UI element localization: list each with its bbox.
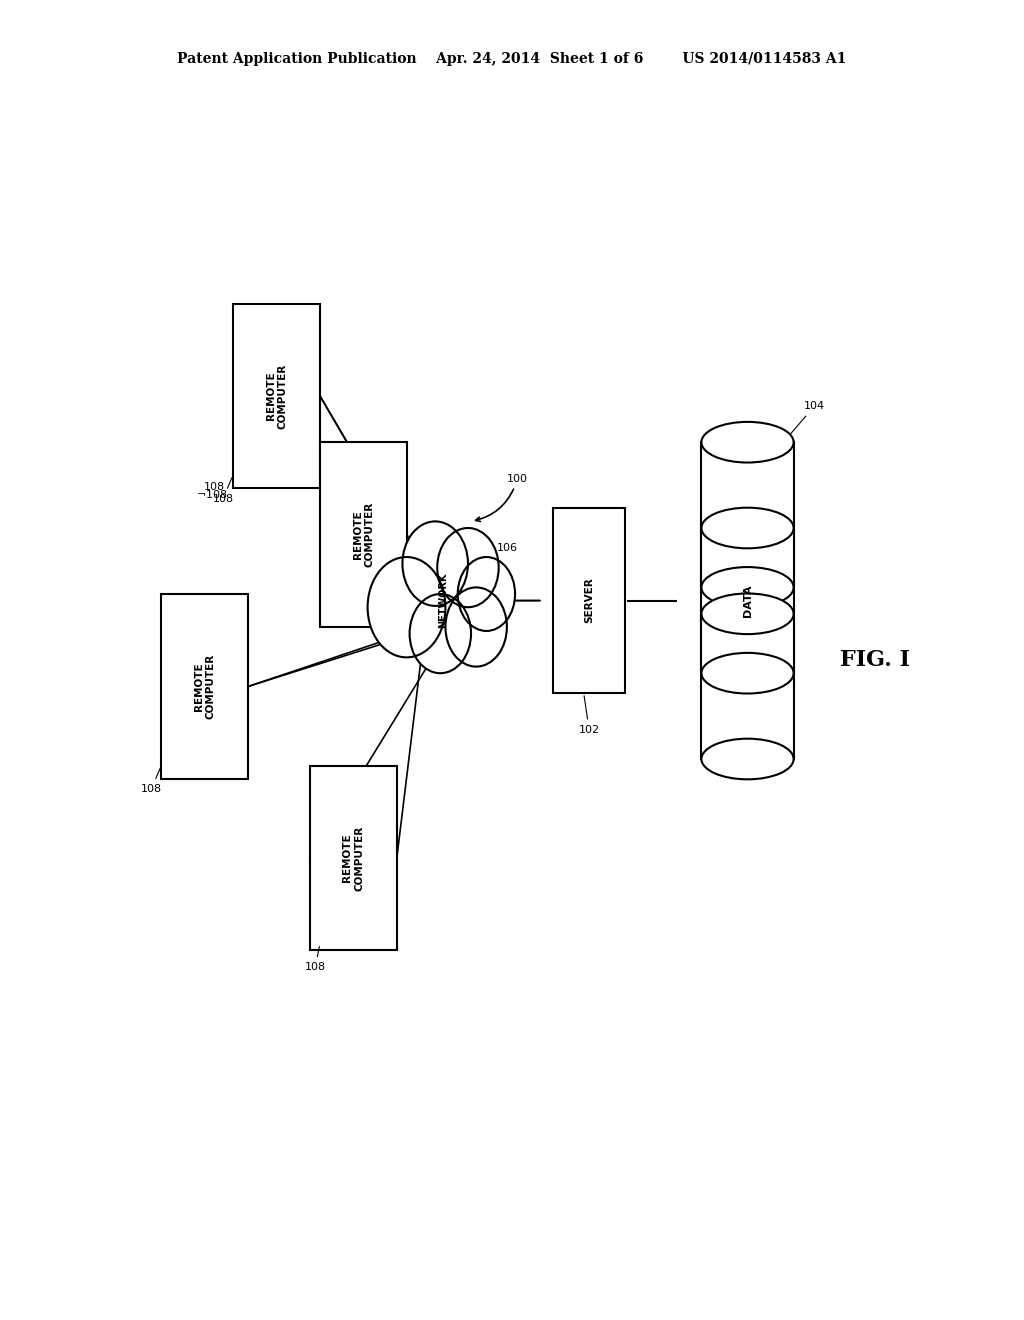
Text: 108: 108	[305, 946, 326, 973]
Text: REMOTE
COMPUTER: REMOTE COMPUTER	[342, 825, 365, 891]
Text: REMOTE
COMPUTER: REMOTE COMPUTER	[265, 363, 288, 429]
Text: 104: 104	[785, 401, 825, 440]
Ellipse shape	[701, 422, 794, 462]
Circle shape	[368, 557, 445, 657]
Text: 108: 108	[140, 768, 162, 795]
Ellipse shape	[701, 653, 794, 693]
Text: FIG. I: FIG. I	[840, 649, 909, 671]
Text: NETWORK: NETWORK	[438, 573, 449, 628]
FancyBboxPatch shape	[162, 594, 248, 779]
Circle shape	[402, 521, 468, 606]
Text: SERVER: SERVER	[584, 578, 594, 623]
Circle shape	[410, 594, 471, 673]
FancyBboxPatch shape	[309, 766, 397, 950]
Ellipse shape	[701, 594, 794, 634]
FancyBboxPatch shape	[553, 508, 625, 693]
Ellipse shape	[701, 508, 794, 548]
Ellipse shape	[701, 739, 794, 779]
Circle shape	[437, 528, 499, 607]
Bar	[701, 614, 794, 759]
Circle shape	[458, 557, 515, 631]
Text: REMOTE
COMPUTER: REMOTE COMPUTER	[352, 502, 375, 568]
Text: 108: 108	[213, 478, 233, 504]
Text: DATA: DATA	[742, 585, 753, 616]
Text: 108: 108	[204, 482, 225, 492]
Text: 108: 108	[399, 615, 433, 643]
Text: 102: 102	[579, 696, 600, 735]
Text: REMOTE
COMPUTER: REMOTE COMPUTER	[194, 653, 216, 719]
Ellipse shape	[701, 568, 794, 607]
Circle shape	[445, 587, 507, 667]
FancyBboxPatch shape	[233, 304, 319, 488]
Bar	[701, 442, 794, 587]
Text: Patent Application Publication    Apr. 24, 2014  Sheet 1 of 6        US 2014/011: Patent Application Publication Apr. 24, …	[177, 53, 847, 66]
FancyBboxPatch shape	[319, 442, 408, 627]
Text: 100: 100	[475, 474, 528, 521]
Bar	[701, 528, 794, 673]
Text: $\mathregular{\neg}$108: $\mathregular{\neg}$108	[196, 488, 227, 500]
Text: 106: 106	[497, 543, 518, 553]
